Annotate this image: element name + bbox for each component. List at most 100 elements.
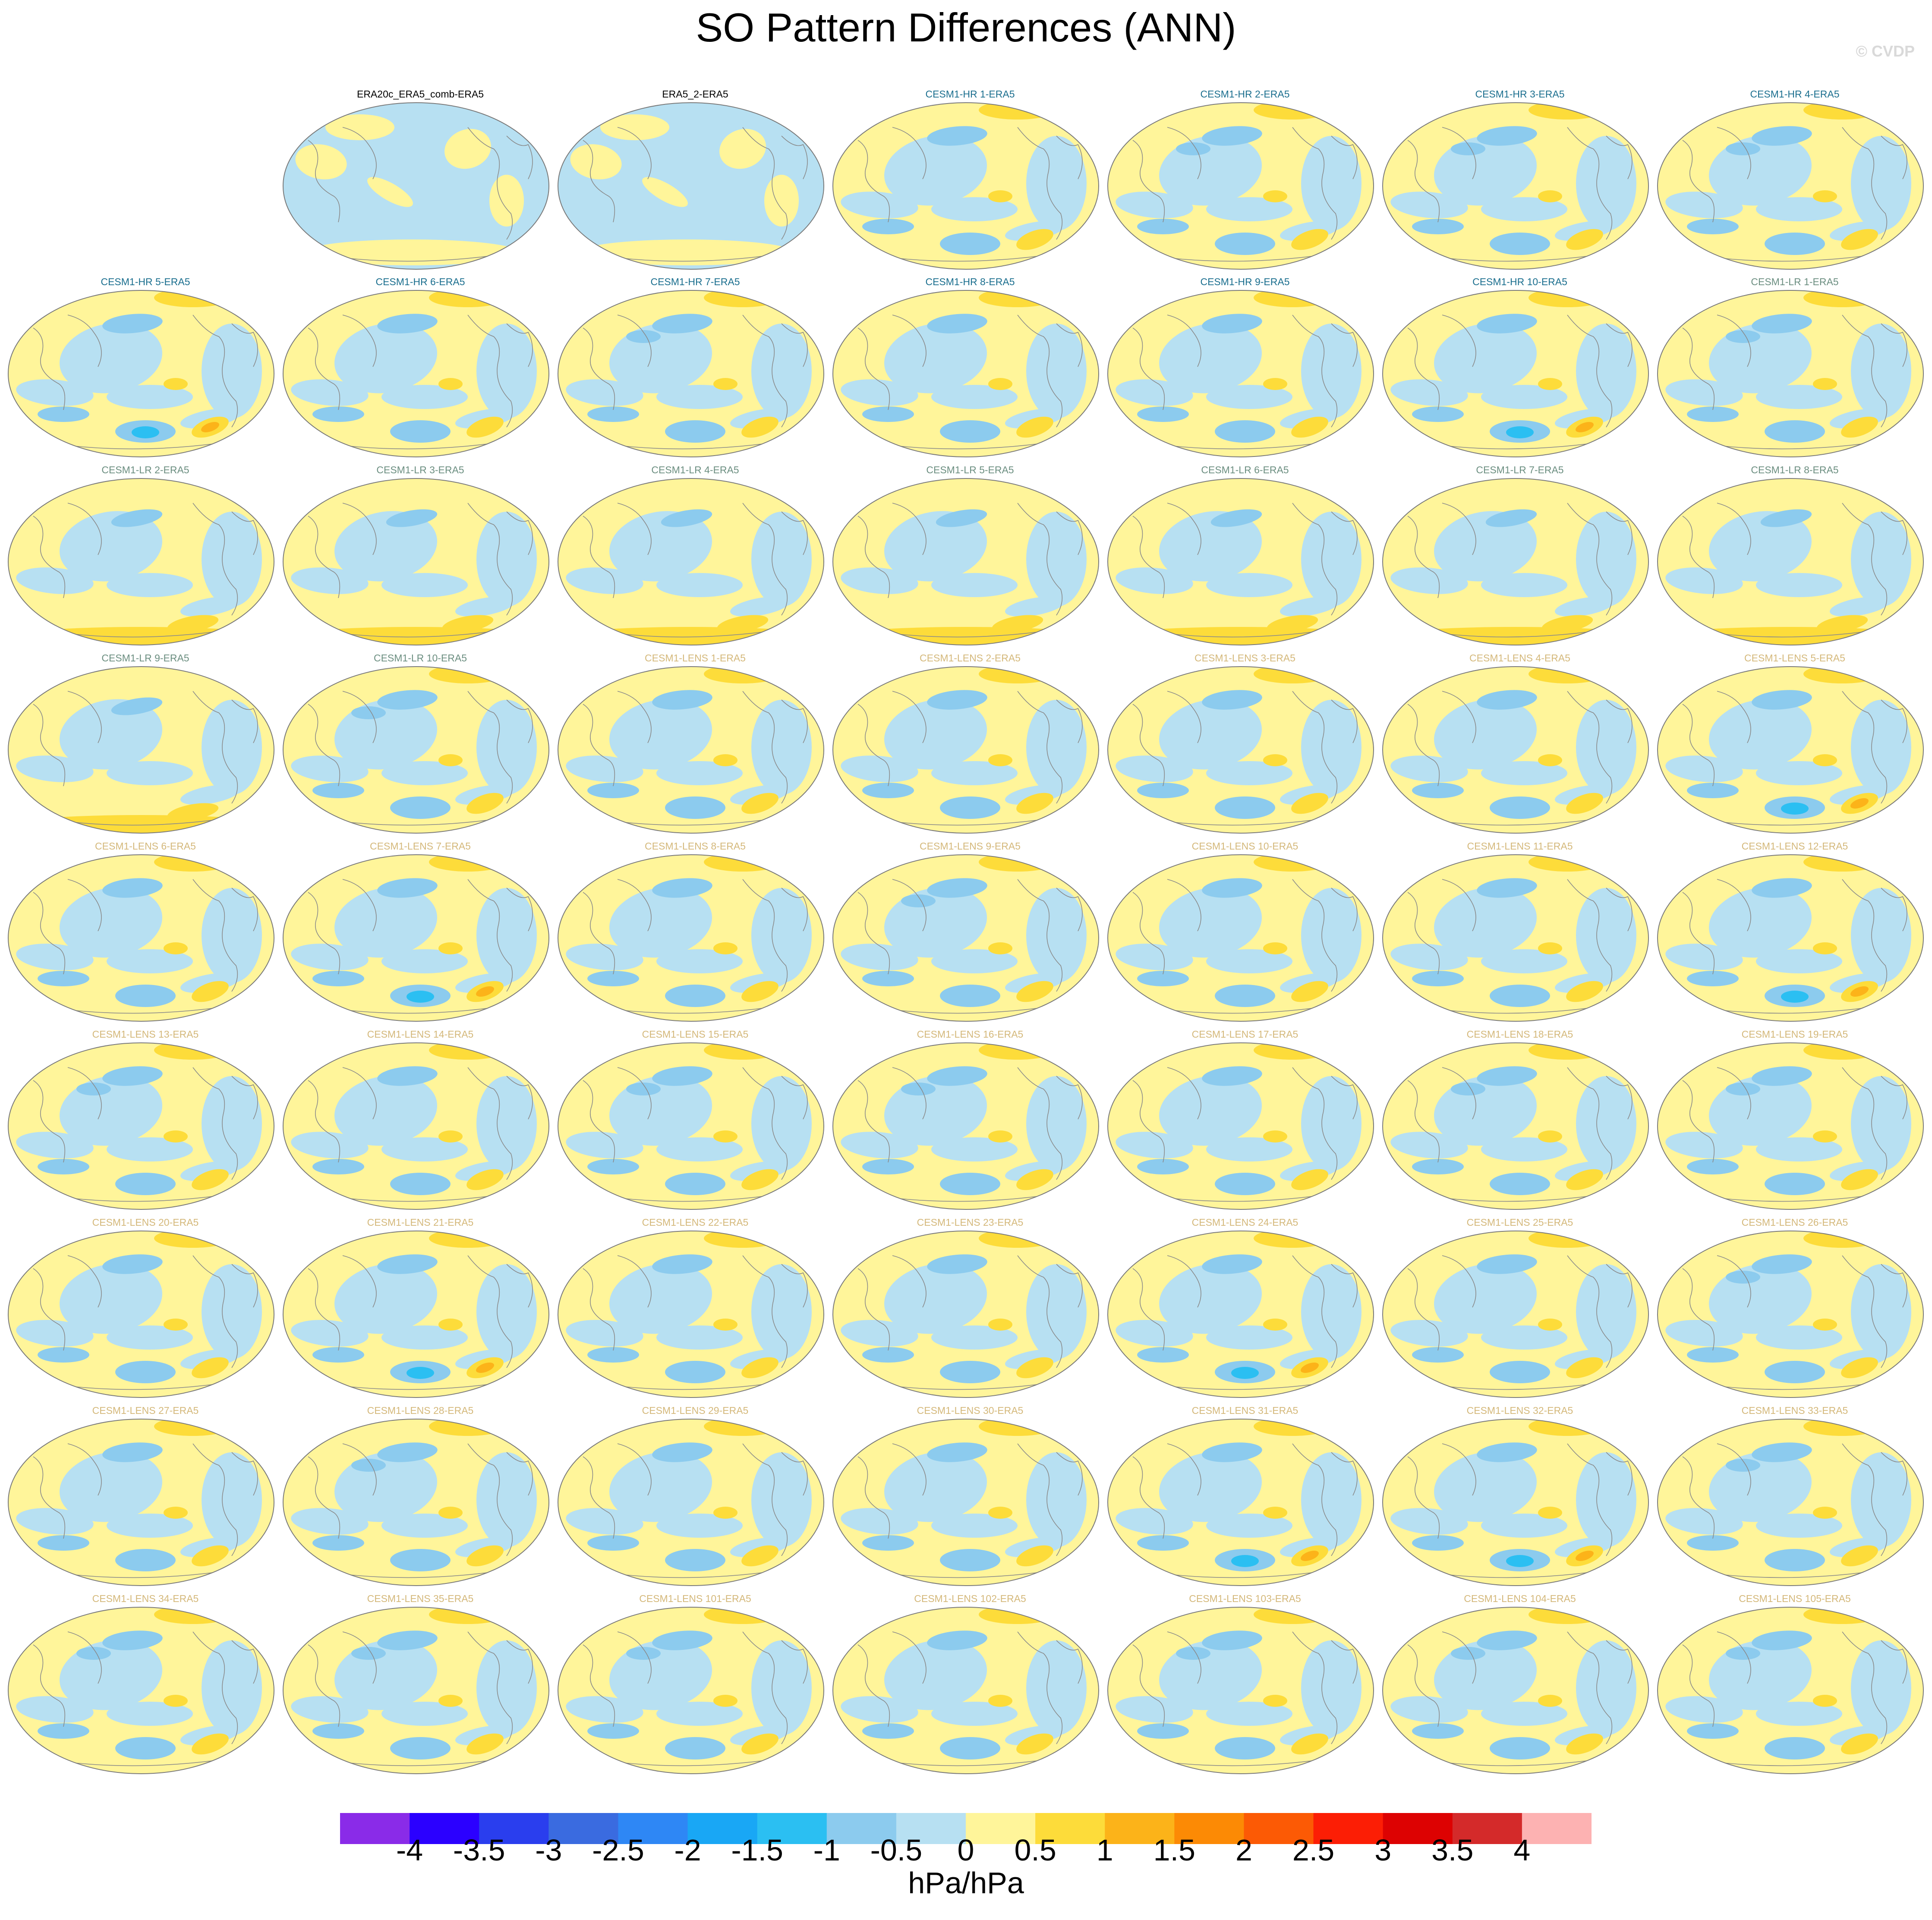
map-plot <box>8 854 274 1022</box>
map-panel-title: CESM1-LR 10-ERA5 <box>373 652 467 664</box>
map-panel-title: CESM1-LENS 105-ERA5 <box>1739 1593 1851 1604</box>
colorbar-tick-label: -1.5 <box>731 1833 783 1867</box>
map-panel: CESM1-LENS 7-ERA5 <box>282 840 558 1028</box>
map-panel: CESM1-HR 3-ERA5 <box>1382 88 1658 276</box>
map-panel: CESM1-LENS 21-ERA5 <box>282 1217 558 1404</box>
map-panel: CESM1-HR 4-ERA5 <box>1657 88 1932 276</box>
map-field <box>1383 1607 1648 1774</box>
map-panel: CESM1-LENS 27-ERA5 <box>7 1405 284 1593</box>
map-panel-title: CESM1-LENS 29-ERA5 <box>642 1405 749 1416</box>
map-panel: CESM1-LENS 9-ERA5 <box>832 840 1108 1028</box>
map-field <box>1108 103 1374 269</box>
map-panel-title: ERA20c_ERA5_comb-ERA5 <box>356 88 484 100</box>
map-plot <box>1107 1607 1374 1774</box>
map-plot <box>283 666 549 834</box>
map-panel-title: CESM1-LENS 8-ERA5 <box>645 840 746 852</box>
map-plot <box>1107 478 1374 645</box>
map-panel: CESM1-LR 9-ERA5 <box>7 652 284 840</box>
map-plot <box>8 1231 274 1398</box>
map-panel-title: CESM1-LENS 12-ERA5 <box>1741 840 1848 852</box>
map-panel-title: CESM1-LENS 32-ERA5 <box>1466 1405 1573 1416</box>
map-panel: CESM1-LR 7-ERA5 <box>1382 464 1658 652</box>
map-field <box>558 1607 824 1774</box>
colorbar-swatch <box>410 1813 479 1844</box>
map-panel: CESM1-HR 5-ERA5 <box>7 276 284 464</box>
map-plot <box>1657 1607 1924 1774</box>
map-panel-title: CESM1-LENS 7-ERA5 <box>370 840 471 852</box>
map-field <box>833 1419 1099 1586</box>
map-panel: CESM1-LENS 10-ERA5 <box>1107 840 1383 1028</box>
map-panel-title: CESM1-HR 7-ERA5 <box>650 276 740 287</box>
map-field <box>1383 290 1648 457</box>
map-panel: CESM1-LENS 102-ERA5 <box>832 1593 1108 1781</box>
map-panel: CESM1-HR 9-ERA5 <box>1107 276 1383 464</box>
map-panel: CESM1-LENS 101-ERA5 <box>557 1593 833 1781</box>
map-panel: CESM1-LENS 25-ERA5 <box>1382 1217 1658 1404</box>
map-field <box>833 103 1099 269</box>
map-field <box>283 103 549 269</box>
map-panel: CESM1-LENS 31-ERA5 <box>1107 1405 1383 1593</box>
map-panel-title: CESM1-LENS 10-ERA5 <box>1191 840 1299 852</box>
map-panel: CESM1-HR 7-ERA5 <box>557 276 833 464</box>
map-panel: CESM1-LENS 13-ERA5 <box>7 1029 284 1216</box>
map-field <box>1383 667 1648 833</box>
map-field <box>833 1231 1099 1398</box>
map-plot <box>832 102 1099 270</box>
map-plot <box>558 1607 824 1774</box>
map-plot <box>558 666 824 834</box>
map-panel: CESM1-LR 4-ERA5 <box>557 464 833 652</box>
colorbar-tick-label: -2.5 <box>592 1833 644 1867</box>
map-field <box>1383 855 1648 1021</box>
map-field <box>1383 1043 1648 1209</box>
map-panel-title: CESM1-LENS 35-ERA5 <box>367 1593 474 1604</box>
colorbar-tick-label: 1 <box>1096 1833 1113 1867</box>
map-panel: CESM1-LENS 32-ERA5 <box>1382 1405 1658 1593</box>
map-panel: CESM1-HR 10-ERA5 <box>1382 276 1658 464</box>
map-plot <box>283 102 549 270</box>
map-field <box>558 1231 824 1398</box>
colorbar-swatch <box>1452 1813 1522 1844</box>
map-panel-title: CESM1-LENS 15-ERA5 <box>642 1029 749 1040</box>
map-plot <box>1107 1231 1374 1398</box>
colorbar-tick-label: -0.5 <box>870 1833 923 1867</box>
map-panel: CESM1-LENS 35-ERA5 <box>282 1593 558 1781</box>
map-field <box>1383 103 1648 269</box>
colorbar-swatch <box>896 1813 966 1844</box>
map-panel: CESM1-LR 5-ERA5 <box>832 464 1108 652</box>
map-plot <box>1382 1231 1649 1398</box>
map-panel: ERA20c_ERA5_comb-ERA5 <box>282 88 558 276</box>
map-panel-title: CESM1-LENS 30-ERA5 <box>917 1405 1024 1416</box>
map-panel: CESM1-LENS 29-ERA5 <box>557 1405 833 1593</box>
map-field <box>833 667 1099 833</box>
map-plot <box>1382 1607 1649 1774</box>
map-panel-title: CESM1-LENS 33-ERA5 <box>1741 1405 1848 1416</box>
map-panel: CESM1-LENS 17-ERA5 <box>1107 1029 1383 1216</box>
map-field <box>1108 667 1374 833</box>
map-panel: CESM1-LR 3-ERA5 <box>282 464 558 652</box>
map-panel: CESM1-HR 8-ERA5 <box>832 276 1108 464</box>
map-panel: CESM1-LENS 28-ERA5 <box>282 1405 558 1593</box>
colorbar-swatch <box>1313 1813 1384 1844</box>
colorbar-tick-label: 4 <box>1513 1833 1531 1867</box>
map-plot <box>8 1419 274 1586</box>
map-panel-title: CESM1-LR 2-ERA5 <box>101 464 189 475</box>
map-plot <box>1107 854 1374 1022</box>
map-plot <box>832 666 1099 834</box>
map-plot <box>1382 666 1649 834</box>
map-panel-title: CESM1-LENS 16-ERA5 <box>917 1029 1024 1040</box>
map-plot <box>283 478 549 645</box>
map-plot <box>558 478 824 645</box>
map-field <box>1658 1419 1923 1586</box>
map-panel: CESM1-LR 2-ERA5 <box>7 464 284 652</box>
map-panel-title: CESM1-LENS 103-ERA5 <box>1189 1593 1301 1604</box>
map-panel: CESM1-LR 1-ERA5 <box>1657 276 1932 464</box>
map-field <box>8 478 274 645</box>
map-panel: CESM1-LENS 11-ERA5 <box>1382 840 1658 1028</box>
map-field <box>1658 290 1923 457</box>
colorbar-tick-label: 0.5 <box>1014 1833 1056 1867</box>
map-field <box>8 855 274 1021</box>
map-panel: CESM1-HR 2-ERA5 <box>1107 88 1383 276</box>
map-panel-title: CESM1-LENS 5-ERA5 <box>1744 652 1845 664</box>
map-panel-title: CESM1-LENS 13-ERA5 <box>92 1029 199 1040</box>
map-panel: CESM1-LENS 26-ERA5 <box>1657 1217 1932 1404</box>
